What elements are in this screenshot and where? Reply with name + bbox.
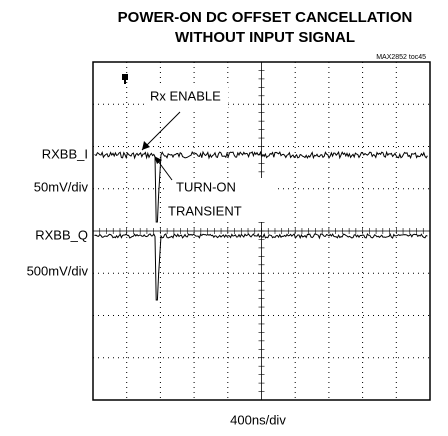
title-line: POWER-ON DC OFFSET CANCELLATION: [118, 9, 413, 26]
channel-label: RXBB_Q: [35, 227, 88, 242]
grid: [93, 62, 430, 400]
annotation: Rx ENABLE: [150, 88, 221, 103]
arrow: [141, 111, 181, 151]
trace: [94, 150, 428, 223]
channel-label: RXBB_I: [42, 146, 88, 161]
arrow-head: [142, 141, 150, 150]
arrow-head: [154, 156, 162, 164]
time-scale: 400ns/div: [230, 412, 286, 427]
trace: [94, 232, 428, 301]
channel-scale: 50mV/div: [34, 179, 89, 194]
label-bg: [168, 178, 276, 222]
annotation: TRANSIENT: [168, 203, 242, 218]
figure-id: MAX2852 toc45: [376, 54, 426, 61]
channel-scale: 500mV/div: [27, 263, 89, 278]
annotation: TURN-ON: [176, 179, 236, 194]
label-bg: [148, 86, 228, 108]
traces: [94, 150, 428, 301]
trigger-marker: [122, 74, 128, 84]
title-line: WITHOUT INPUT SIGNAL: [175, 29, 355, 46]
